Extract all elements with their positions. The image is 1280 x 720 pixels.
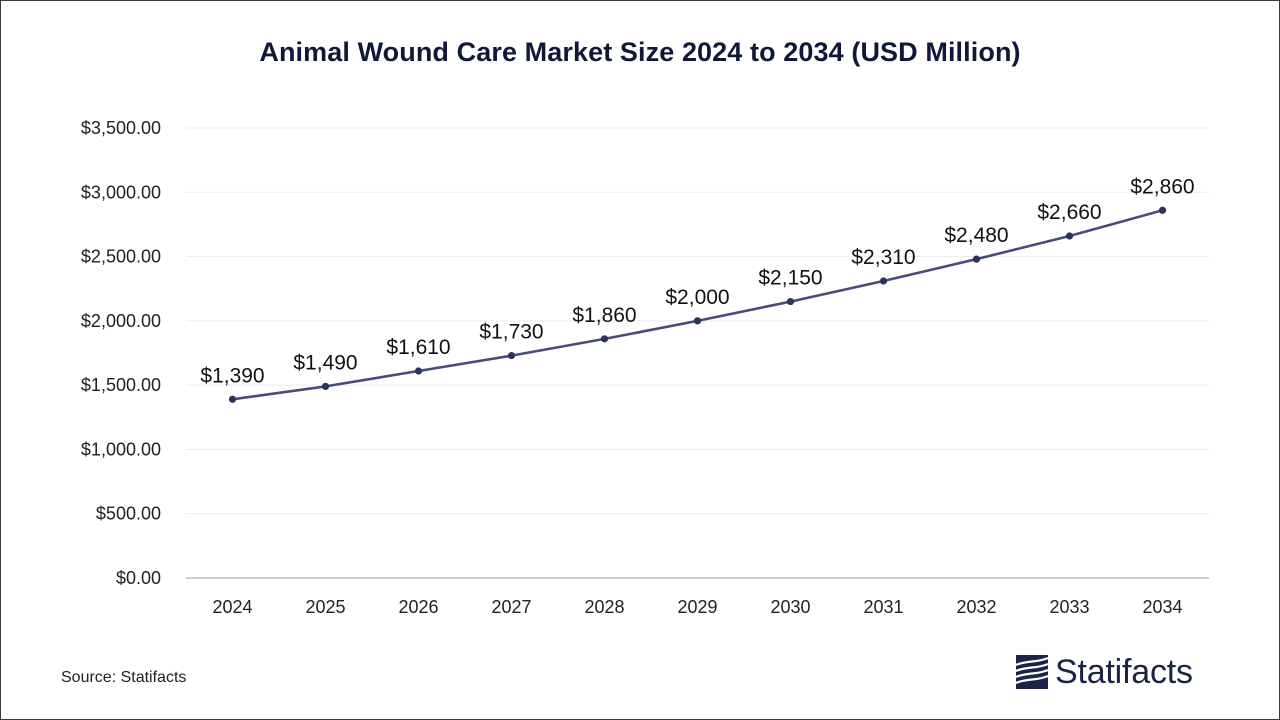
x-tick-label: 2033 xyxy=(1049,597,1089,617)
data-label: $1,860 xyxy=(572,304,636,327)
data-label: $2,310 xyxy=(851,246,915,269)
data-label: $1,390 xyxy=(200,364,264,387)
x-tick-label: 2032 xyxy=(956,597,996,617)
x-tick-label: 2026 xyxy=(398,597,438,617)
x-tick-label: 2029 xyxy=(677,597,717,617)
x-tick-label: 2028 xyxy=(584,597,624,617)
x-tick-label: 2024 xyxy=(212,597,252,617)
y-axis-tick-labels: $0.00 $500.00 $1,000.00 $1,500.00 $2,000.00 $… xyxy=(81,118,161,588)
data-point xyxy=(600,335,609,343)
data-point xyxy=(1065,232,1074,240)
statifacts-logo-wordmark: Statifacts xyxy=(1055,652,1193,691)
x-tick-label: 2030 xyxy=(770,597,810,617)
data-label: $1,730 xyxy=(479,321,543,344)
x-tick-label: 2031 xyxy=(863,597,903,617)
data-label: $1,610 xyxy=(386,336,450,359)
data-point xyxy=(1158,206,1167,214)
data-point xyxy=(507,351,516,360)
data-label: $2,150 xyxy=(758,267,822,290)
y-tick-label: $3,500.00 xyxy=(81,118,161,138)
data-point xyxy=(321,382,330,391)
data-point xyxy=(414,367,423,375)
data-point xyxy=(879,277,888,285)
data-label: $2,860 xyxy=(1130,175,1194,198)
data-labels: $1,390 $1,490 $1,610 $1,730 $1,860 $2,000 $2,1… xyxy=(200,175,1194,387)
y-tick-label: $3,000.00 xyxy=(81,182,161,202)
statifacts-logo-icon xyxy=(1015,655,1049,689)
y-tick-label: $1,000.00 xyxy=(81,439,161,459)
x-tick-label: 2025 xyxy=(305,597,345,617)
x-tick-label: 2027 xyxy=(491,597,531,617)
x-axis-tick-labels: 2024 2025 2026 2027 2028 2029 2030 2031 2032 2033… xyxy=(212,597,1182,617)
source-note: Source: Statifacts xyxy=(61,669,187,686)
y-tick-label: $1,500.00 xyxy=(81,375,161,395)
series-line xyxy=(228,206,1167,403)
gridlines xyxy=(186,127,1209,579)
statifacts-logo: Statifacts xyxy=(1015,652,1193,692)
y-tick-label: $0.00 xyxy=(116,568,161,588)
data-label: $1,490 xyxy=(293,351,357,374)
data-label: $2,480 xyxy=(944,224,1008,247)
data-point xyxy=(972,255,981,263)
chart-title: Animal Wound Care Market Size 2024 to 20… xyxy=(259,37,1021,67)
y-tick-label: $2,000.00 xyxy=(81,311,161,331)
data-point xyxy=(693,317,702,325)
x-tick-label: 2034 xyxy=(1142,597,1182,617)
y-tick-label: $2,500.00 xyxy=(81,247,161,267)
data-point xyxy=(786,297,795,306)
y-tick-label: $500.00 xyxy=(96,504,161,524)
data-point xyxy=(228,395,237,403)
data-label: $2,660 xyxy=(1037,201,1101,224)
data-label: $2,000 xyxy=(665,286,729,309)
